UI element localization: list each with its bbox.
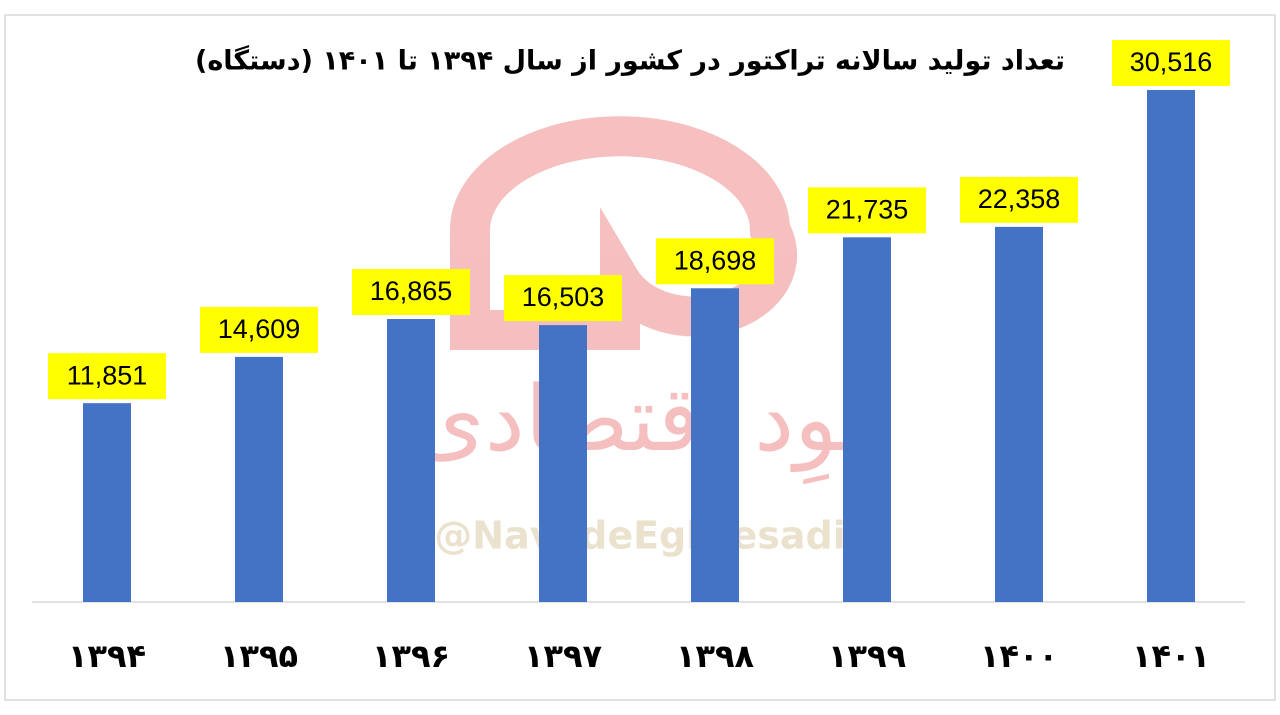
x-tick-label: ۱۳۹۷ [524,637,603,675]
watermark-logo [450,116,798,350]
x-tick-label: ۱۳۹۹ [828,637,906,675]
value-label: 14,609 [218,314,301,344]
watermark-handle: @NavadeEghtesadi [434,514,845,558]
value-label: 22,358 [978,184,1061,214]
bar [691,288,739,602]
value-label-box [504,275,622,322]
x-tick-label: ۱۳۹۴ [68,637,146,675]
value-label: 18,698 [674,245,757,275]
value-label-box [200,306,318,353]
x-tick-label: ۱۴۰۰ [980,637,1058,675]
x-tick-label: ۱۴۰۱ [1132,637,1210,675]
watermark: نوِد اقتصادی @NavadeEghtesadi [414,116,866,558]
value-label: 16,503 [522,282,605,312]
bar [387,319,435,602]
bar [235,356,283,602]
value-label: 11,851 [67,360,148,390]
watermark-name: نوِد اقتصادی [414,367,865,485]
chart-title: تعداد تولید سالانه تراکتور در کشور از سا… [195,45,1065,77]
chart-frame [4,14,1276,701]
bar [1147,90,1195,602]
bar [843,237,891,602]
x-tick-label: ۱۳۹۵ [220,637,298,675]
bar [995,226,1043,602]
x-tick-label: ۱۳۹۶ [372,637,450,675]
x-tick-label: ۱۳۹۸ [676,637,755,675]
value-label: 30,516 [1130,47,1213,77]
value-label-box [808,187,926,234]
bar [83,403,131,602]
value-label-box [656,238,774,285]
value-label-box [48,353,166,400]
value-label-box [960,176,1078,223]
value-label-box [1112,40,1230,86]
value-label: 16,865 [370,276,453,306]
value-label-box [352,269,470,316]
bar [539,325,587,602]
value-label: 21,735 [826,194,909,224]
